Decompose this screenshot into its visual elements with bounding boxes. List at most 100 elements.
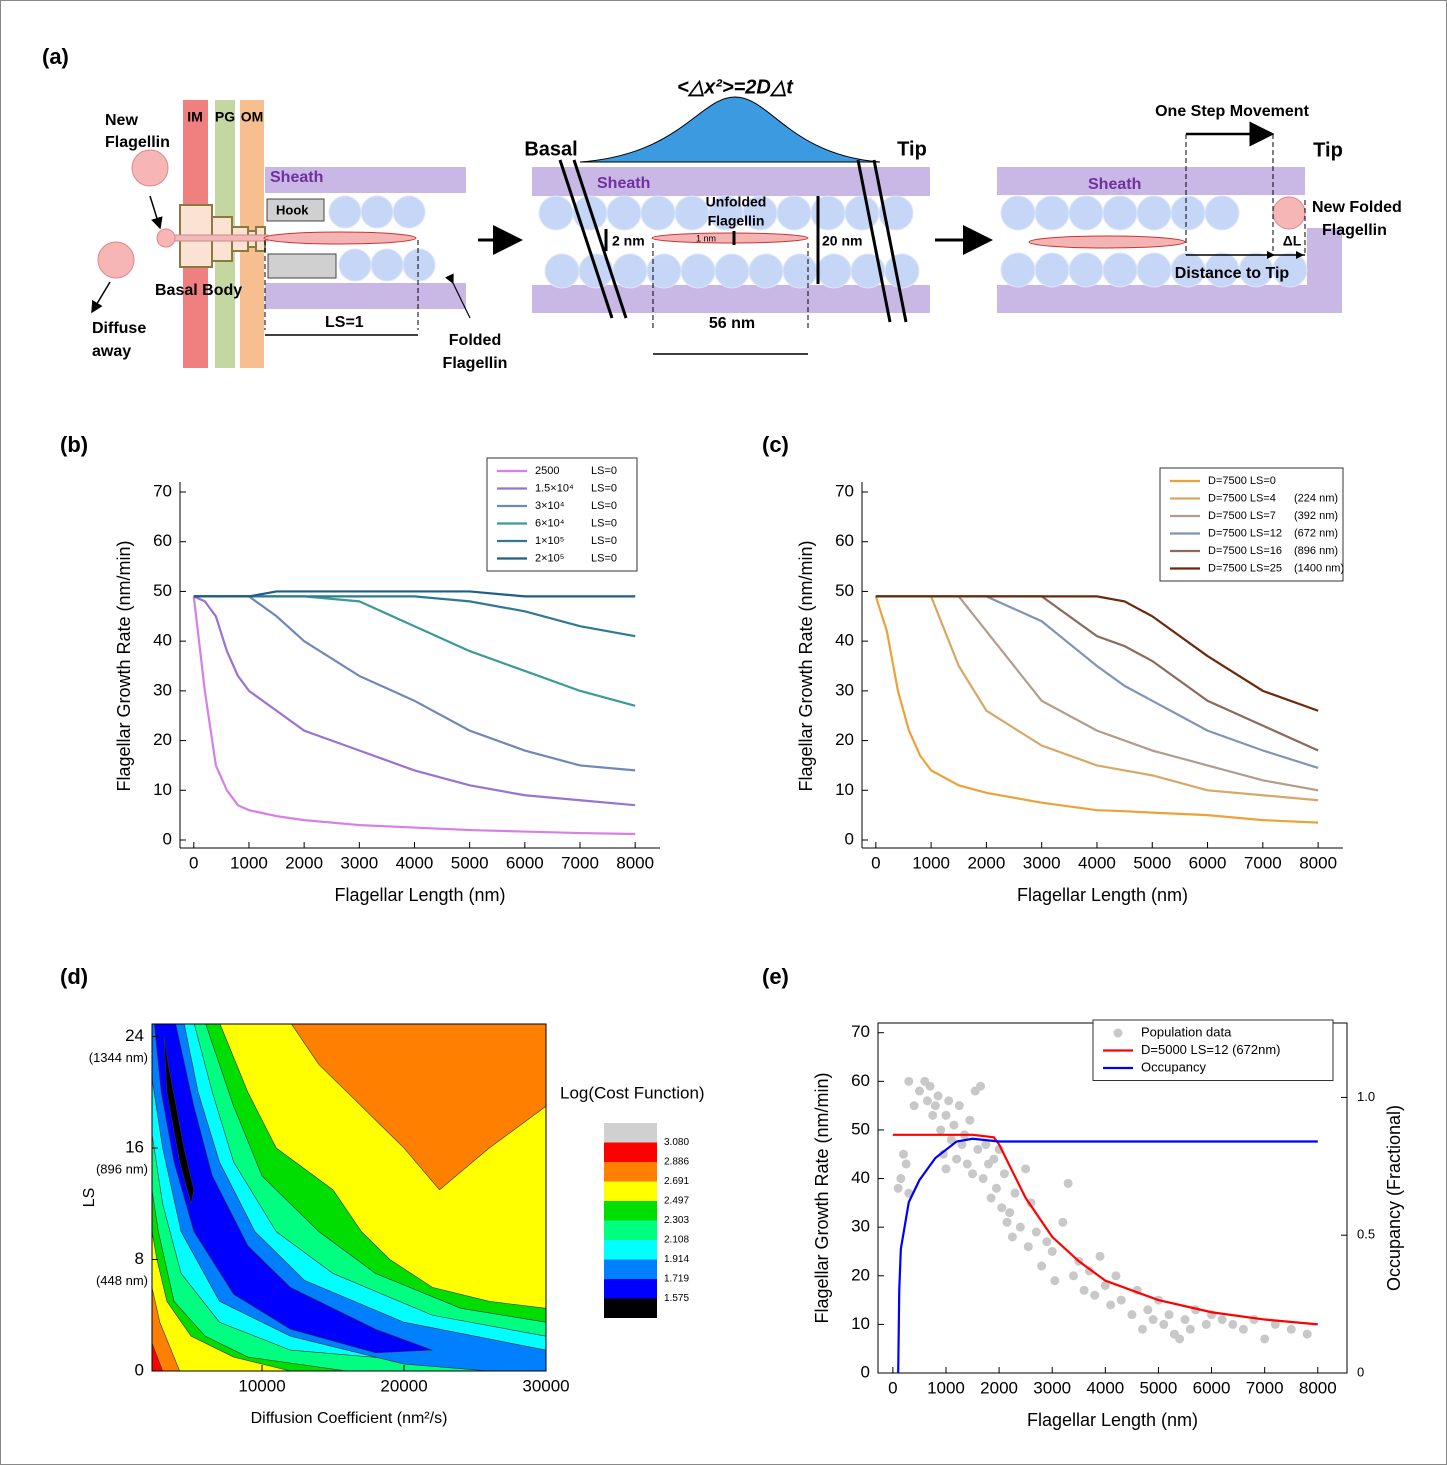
y-tick-label: 0 [163,829,172,848]
chart: (b) 0 1000 2000 3000 4000 5000 6000 7000 8000 0 10 2… [60,432,660,905]
scatter-point [1201,1319,1211,1329]
y-axis-title: Flagellar Growth Rate (nm/min) [796,540,816,791]
colorbar-swatch [604,1279,657,1299]
scatter-point [965,1115,975,1125]
colorbar-swatch [604,1123,657,1143]
x-tick-label: 5000 [1140,1378,1178,1397]
scatter-point [1058,1217,1068,1227]
scatter-point [922,1096,932,1106]
scatter-point [957,1140,967,1150]
monomer [538,195,574,231]
colorbar-swatch [604,1142,657,1162]
legend-label: D=7500 LS=4 [1208,492,1276,504]
y2-axis-title: Occupancy (Fractional) [1384,1105,1404,1291]
monomer [606,195,642,231]
legend-label: D=7500 LS=25 [1208,562,1282,574]
one-step-label: One Step Movement [1155,103,1309,120]
sheath [532,167,930,196]
scatter-point [1228,1319,1238,1329]
scatter-point [941,1164,951,1174]
hook-box [267,253,337,279]
basal-label: Basal [524,138,577,160]
tip-label: Tip [897,138,927,160]
colorbar-label: 2.691 [664,1176,689,1187]
x-tick-label: 1000 [912,853,950,872]
scatter-point [981,1140,991,1150]
scatter-point [1100,1281,1110,1290]
y2-tick-label: 0 [1357,1364,1364,1379]
y-tick-label: 70 [153,481,172,500]
arrow [149,195,163,230]
monomer [640,195,676,231]
y-tick-label: 20 [153,730,172,749]
monomer [1034,195,1070,231]
scatter-point [896,1174,906,1184]
two-nm-label: 2 nm [612,233,645,249]
scatter-point [1005,1208,1015,1218]
scatter-point [925,1081,935,1091]
colorbar-label: 3.080 [664,1137,689,1148]
colorbar-swatch [604,1298,657,1318]
scatter-point [1007,1232,1017,1242]
legend-marker [1113,1028,1123,1038]
legend-label: 1.5×10⁴ [535,482,574,494]
y-tick-label: 10 [851,1314,870,1333]
scatter-point [1010,1188,1020,1198]
scatter-point [901,1159,911,1169]
x-tick-label: 1000 [230,853,268,872]
y-tick-label: 0 [861,1362,870,1381]
monomer-row [1000,195,1308,288]
monomer [1136,252,1172,288]
scatter-point [1047,1246,1057,1256]
scatter-point [1116,1295,1126,1305]
scatter-point [978,1174,988,1184]
sheath-cap [1307,228,1342,313]
panel-label: (e) [762,964,789,989]
sheath [265,167,466,193]
cut-line [856,159,892,323]
legend-label: Occupancy [1141,1059,1207,1074]
monomer [370,248,404,282]
y-tick-label: 60 [835,531,854,550]
series-line [874,596,1319,824]
legend-note: LS=0 [591,535,617,547]
colorbar-swatch [604,1181,657,1201]
sheath [997,167,1305,195]
scatter-point [1042,1237,1052,1247]
legend-label: D=7500 LS=12 [1208,527,1282,539]
x-axis-title: Flagellar Length (nm) [1027,1410,1198,1430]
y-tick-label: 50 [851,1119,870,1138]
pg-label: PG [215,109,235,125]
monomer [884,253,920,289]
y-tick-label: 70 [835,481,854,500]
y-tick-label: 30 [835,680,854,699]
x-tick-label: 2000 [285,853,323,872]
x-tick-label: 8000 [1299,1378,1337,1397]
x-tick-label: 0 [888,1378,897,1397]
monomer [338,248,372,282]
folded-label: Folded [449,332,501,349]
monomer [612,253,648,289]
series-line [192,596,636,836]
scatter-point [1095,1251,1105,1261]
sheath-label: Sheath [597,175,650,192]
series-line [892,1133,1318,1326]
x-tick-label: 6000 [1193,1378,1231,1397]
scatter-point [1079,1285,1089,1295]
scatter-point [973,1144,983,1154]
y-tick-label: 8 [135,1249,144,1268]
monomer [680,253,716,289]
flagellin-monomer [156,228,176,248]
x-tick-label: 3000 [340,853,378,872]
monomer [360,195,394,229]
scatter-point [1068,1271,1078,1281]
diffuse-label: Diffuse [92,320,146,337]
legend-note: LS=0 [591,552,617,564]
y-tick-label: 10 [835,780,854,799]
chart: (e) 0 1000 2000 3000 4000 5000 6000 7000 8000 0 10 2… [762,964,1404,1430]
y2-tick-label: 0.5 [1357,1227,1375,1242]
colorbar-label: 2.497 [664,1196,689,1207]
x-tick-label: 20000 [380,1376,427,1395]
scatter-point [1002,1217,1012,1227]
legend-note: (392 nm) [1294,510,1338,522]
